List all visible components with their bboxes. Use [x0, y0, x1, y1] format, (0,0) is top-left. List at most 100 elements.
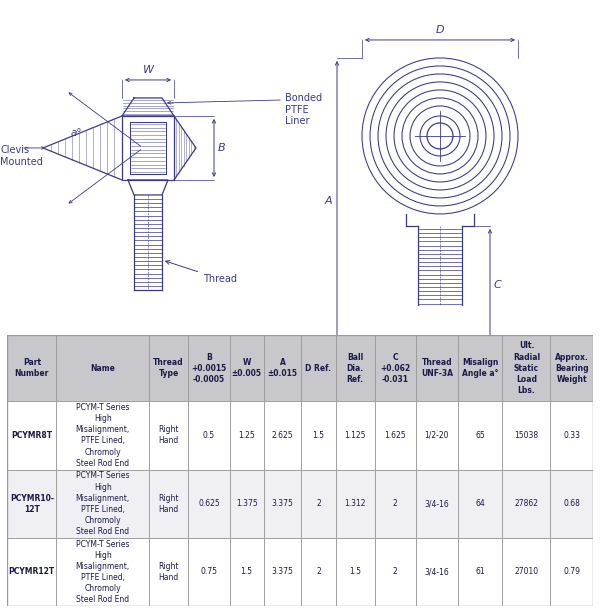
- Text: 1.312: 1.312: [344, 499, 366, 508]
- Text: PCYMR8T: PCYMR8T: [11, 431, 52, 440]
- Bar: [264, 538, 301, 606]
- Text: 64: 64: [475, 499, 485, 508]
- Text: 27862: 27862: [514, 499, 538, 508]
- Text: W
±0.005: W ±0.005: [232, 358, 262, 378]
- Text: A: A: [325, 196, 332, 206]
- Text: 1.375: 1.375: [236, 499, 257, 508]
- Bar: [230, 470, 264, 538]
- Text: 1/2-20: 1/2-20: [425, 431, 449, 440]
- Bar: [502, 470, 550, 538]
- Text: Thread
Type: Thread Type: [154, 358, 184, 378]
- Bar: [56, 335, 149, 401]
- Bar: [149, 470, 188, 538]
- Text: Approx.
Bearing
Weight: Approx. Bearing Weight: [555, 353, 589, 384]
- Bar: [502, 538, 550, 606]
- Text: 3/4-16: 3/4-16: [424, 568, 449, 576]
- Text: 1.5: 1.5: [349, 568, 361, 576]
- Text: 1.25: 1.25: [238, 431, 255, 440]
- Bar: [188, 538, 230, 606]
- Text: 2.625: 2.625: [272, 431, 293, 440]
- Bar: [264, 470, 301, 538]
- Text: C: C: [494, 280, 502, 290]
- Bar: [7, 401, 56, 470]
- Text: 61: 61: [475, 568, 485, 576]
- Bar: [502, 401, 550, 470]
- Text: B
+0.0015
-0.0005: B +0.0015 -0.0005: [191, 353, 227, 384]
- Bar: [149, 538, 188, 606]
- Text: 0.68: 0.68: [563, 499, 580, 508]
- Bar: [230, 335, 264, 401]
- Text: D Ref.: D Ref.: [305, 364, 331, 373]
- Bar: [335, 401, 374, 470]
- Bar: [188, 335, 230, 401]
- Text: 2: 2: [316, 499, 321, 508]
- Text: 0.625: 0.625: [198, 499, 220, 508]
- Text: 2: 2: [393, 499, 397, 508]
- Bar: [335, 335, 374, 401]
- Bar: [374, 470, 416, 538]
- Bar: [374, 538, 416, 606]
- Bar: [335, 470, 374, 538]
- Text: Part
Number: Part Number: [14, 358, 49, 378]
- Bar: [550, 401, 593, 470]
- Bar: [550, 470, 593, 538]
- Bar: [335, 538, 374, 606]
- Bar: [7, 538, 56, 606]
- Text: C
+0.062
-0.031: C +0.062 -0.031: [380, 353, 410, 384]
- Bar: [416, 335, 458, 401]
- Text: Ball
Dia.
Ref.: Ball Dia. Ref.: [347, 353, 364, 384]
- Text: Name: Name: [90, 364, 115, 373]
- Bar: [264, 335, 301, 401]
- Bar: [264, 401, 301, 470]
- Bar: [230, 401, 264, 470]
- Bar: [230, 538, 264, 606]
- Text: Ult.
Radial
Static
Load
Lbs.: Ult. Radial Static Load Lbs.: [513, 342, 540, 395]
- Bar: [56, 470, 149, 538]
- Bar: [301, 335, 335, 401]
- Text: Thread
UNF-3A: Thread UNF-3A: [421, 358, 453, 378]
- Text: 1.625: 1.625: [384, 431, 406, 440]
- Text: Bonded
PTFE
Liner: Bonded PTFE Liner: [285, 93, 322, 126]
- Bar: [149, 335, 188, 401]
- Text: Thread: Thread: [166, 261, 237, 284]
- Text: 0.79: 0.79: [563, 568, 580, 576]
- Text: 1.5: 1.5: [241, 568, 253, 576]
- Text: 2: 2: [393, 568, 397, 576]
- Text: D: D: [436, 25, 445, 35]
- Text: W: W: [143, 65, 154, 75]
- Text: 1.5: 1.5: [313, 431, 325, 440]
- Text: Misalign
Angle a°: Misalign Angle a°: [462, 358, 499, 378]
- Bar: [7, 470, 56, 538]
- Bar: [458, 538, 502, 606]
- Text: Right
Hand: Right Hand: [158, 494, 179, 514]
- Bar: [7, 335, 56, 401]
- Bar: [458, 335, 502, 401]
- Bar: [416, 538, 458, 606]
- Bar: [301, 470, 335, 538]
- Bar: [188, 470, 230, 538]
- Text: PCYMR10-
12T: PCYMR10- 12T: [10, 494, 54, 514]
- Bar: [374, 335, 416, 401]
- Text: 27010: 27010: [514, 568, 539, 576]
- Bar: [301, 401, 335, 470]
- Text: 3/4-16: 3/4-16: [424, 499, 449, 508]
- Bar: [458, 470, 502, 538]
- Bar: [56, 401, 149, 470]
- Text: 65: 65: [475, 431, 485, 440]
- Text: B: B: [218, 143, 226, 153]
- Text: PCYM-T Series
High
Misalignment,
PTFE Lined,
Chromoly
Steel Rod End: PCYM-T Series High Misalignment, PTFE Li…: [76, 471, 130, 536]
- Text: 1.125: 1.125: [344, 431, 366, 440]
- Text: 3.375: 3.375: [272, 499, 293, 508]
- Bar: [550, 538, 593, 606]
- Bar: [416, 470, 458, 538]
- Bar: [301, 538, 335, 606]
- Text: Right
Hand: Right Hand: [158, 426, 179, 446]
- Text: 0.5: 0.5: [203, 431, 215, 440]
- Bar: [149, 401, 188, 470]
- Text: Right
Hand: Right Hand: [158, 562, 179, 582]
- Text: PCYMR12T: PCYMR12T: [9, 568, 55, 576]
- Bar: [188, 401, 230, 470]
- Bar: [550, 335, 593, 401]
- Text: Clevis
Mounted: Clevis Mounted: [0, 145, 43, 167]
- Text: 0.33: 0.33: [563, 431, 580, 440]
